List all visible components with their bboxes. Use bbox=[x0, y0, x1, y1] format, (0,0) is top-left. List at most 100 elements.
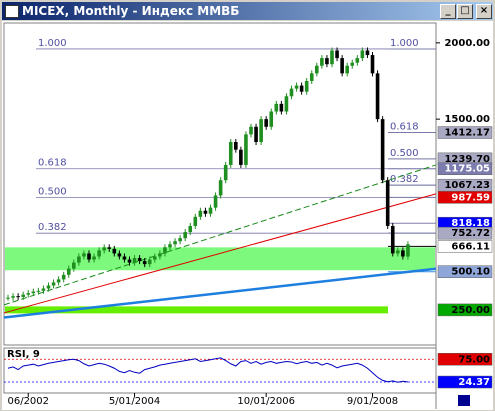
close-button[interactable]: × bbox=[476, 4, 492, 19]
candle-body bbox=[41, 288, 46, 291]
candle-body bbox=[330, 50, 334, 65]
candle-body bbox=[77, 256, 81, 263]
app-icon bbox=[5, 5, 19, 18]
candle-body bbox=[31, 291, 36, 294]
level-box bbox=[437, 353, 493, 366]
rsi-line bbox=[7, 357, 409, 383]
candle-body bbox=[234, 142, 238, 150]
candle-body bbox=[228, 142, 233, 165]
candle-body bbox=[203, 210, 208, 214]
corner-icon[interactable] bbox=[458, 395, 470, 406]
candle-body bbox=[122, 256, 127, 260]
trend-line bbox=[3, 267, 437, 319]
title-bar: MICEX, Monthly - Индекс ММВБ _ □ × bbox=[2, 2, 493, 20]
candle-body bbox=[102, 247, 106, 251]
level-label: 1067.23 bbox=[444, 180, 490, 191]
candle-body bbox=[244, 134, 248, 165]
fib-label: 0.382 bbox=[390, 174, 419, 185]
candle-body bbox=[107, 247, 112, 249]
level-label: 500.10 bbox=[451, 267, 490, 278]
candle-body bbox=[218, 180, 223, 196]
minimize-button[interactable]: _ bbox=[440, 4, 456, 19]
trend-line bbox=[3, 164, 437, 306]
candle-body bbox=[112, 248, 117, 254]
x-tick-label: 9/01/2008 bbox=[347, 396, 398, 407]
candle-body bbox=[269, 111, 274, 127]
candle-body bbox=[142, 261, 147, 265]
level-label: 1175.05 bbox=[444, 164, 490, 175]
maximize-button[interactable]: □ bbox=[457, 4, 473, 19]
candle-body bbox=[127, 259, 132, 263]
candle-body bbox=[26, 293, 31, 295]
x-tick-label: 10/01/2006 bbox=[237, 396, 295, 407]
candle-body bbox=[168, 244, 172, 248]
level-label: 1412.17 bbox=[444, 128, 490, 139]
candle-body bbox=[249, 126, 253, 135]
candle-body bbox=[294, 85, 299, 89]
fib-label: 0.382 bbox=[38, 222, 67, 233]
candle-body bbox=[289, 88, 294, 97]
level-label: 1239.70 bbox=[444, 154, 490, 165]
y-tick-label: 1500.00 bbox=[444, 114, 490, 125]
candle-body bbox=[6, 297, 10, 299]
candle-body bbox=[72, 262, 76, 269]
candle-body bbox=[390, 225, 395, 254]
candle-body bbox=[61, 274, 66, 280]
candle-body bbox=[335, 50, 339, 59]
candle-body bbox=[147, 259, 152, 265]
level-label: 818.18 bbox=[451, 218, 490, 229]
level-label: 75.00 bbox=[458, 354, 490, 365]
candle-body bbox=[66, 268, 71, 275]
level-box bbox=[437, 162, 493, 175]
candle-body bbox=[284, 96, 289, 112]
window-title: MICEX, Monthly - Индекс ММВБ bbox=[22, 4, 240, 18]
candle-body bbox=[264, 119, 268, 127]
candle-body bbox=[365, 50, 370, 56]
candle-body bbox=[396, 250, 400, 254]
candle-body bbox=[315, 65, 319, 74]
candle-body bbox=[198, 210, 203, 217]
candle-body bbox=[304, 80, 309, 92]
x-tick-label: 06/2002 bbox=[7, 396, 49, 407]
candle-body bbox=[223, 164, 228, 181]
candle-body bbox=[320, 58, 324, 66]
candle-body bbox=[274, 103, 279, 112]
candle-body bbox=[92, 256, 96, 260]
candle-body bbox=[309, 73, 314, 81]
candle-body bbox=[97, 250, 101, 257]
candle-body bbox=[259, 119, 263, 143]
candle-body bbox=[36, 290, 41, 292]
candle-body bbox=[183, 232, 187, 239]
candle-body bbox=[117, 253, 122, 257]
level-box bbox=[437, 303, 493, 317]
fib-label: 0.618 bbox=[390, 122, 419, 133]
candle-body bbox=[188, 225, 193, 233]
candle-body bbox=[173, 241, 177, 245]
candle-body bbox=[254, 126, 258, 143]
candle-body bbox=[401, 250, 405, 257]
candle-body bbox=[406, 244, 410, 257]
level-box bbox=[437, 126, 493, 139]
level-box bbox=[437, 375, 493, 389]
candle-body bbox=[355, 58, 360, 63]
level-box bbox=[437, 240, 493, 253]
candle-body bbox=[87, 253, 91, 260]
level-label: 250.00 bbox=[451, 305, 490, 316]
candle-body bbox=[46, 285, 51, 289]
support-band bbox=[5, 247, 435, 271]
candle-body bbox=[51, 282, 56, 286]
fib-label: 0.500 bbox=[38, 186, 67, 197]
level-label: 666.11 bbox=[451, 241, 490, 252]
candle-body bbox=[325, 58, 329, 65]
candle-body bbox=[370, 55, 375, 74]
trend-line bbox=[3, 193, 437, 314]
fib-label: 1.000 bbox=[38, 38, 67, 49]
candle-body bbox=[208, 207, 213, 214]
chart-background bbox=[2, 21, 493, 410]
level-box bbox=[437, 226, 493, 240]
fib-label: 1.000 bbox=[390, 38, 419, 49]
candle-body bbox=[163, 247, 167, 254]
candle-body bbox=[137, 258, 142, 262]
candle-body bbox=[56, 279, 61, 283]
